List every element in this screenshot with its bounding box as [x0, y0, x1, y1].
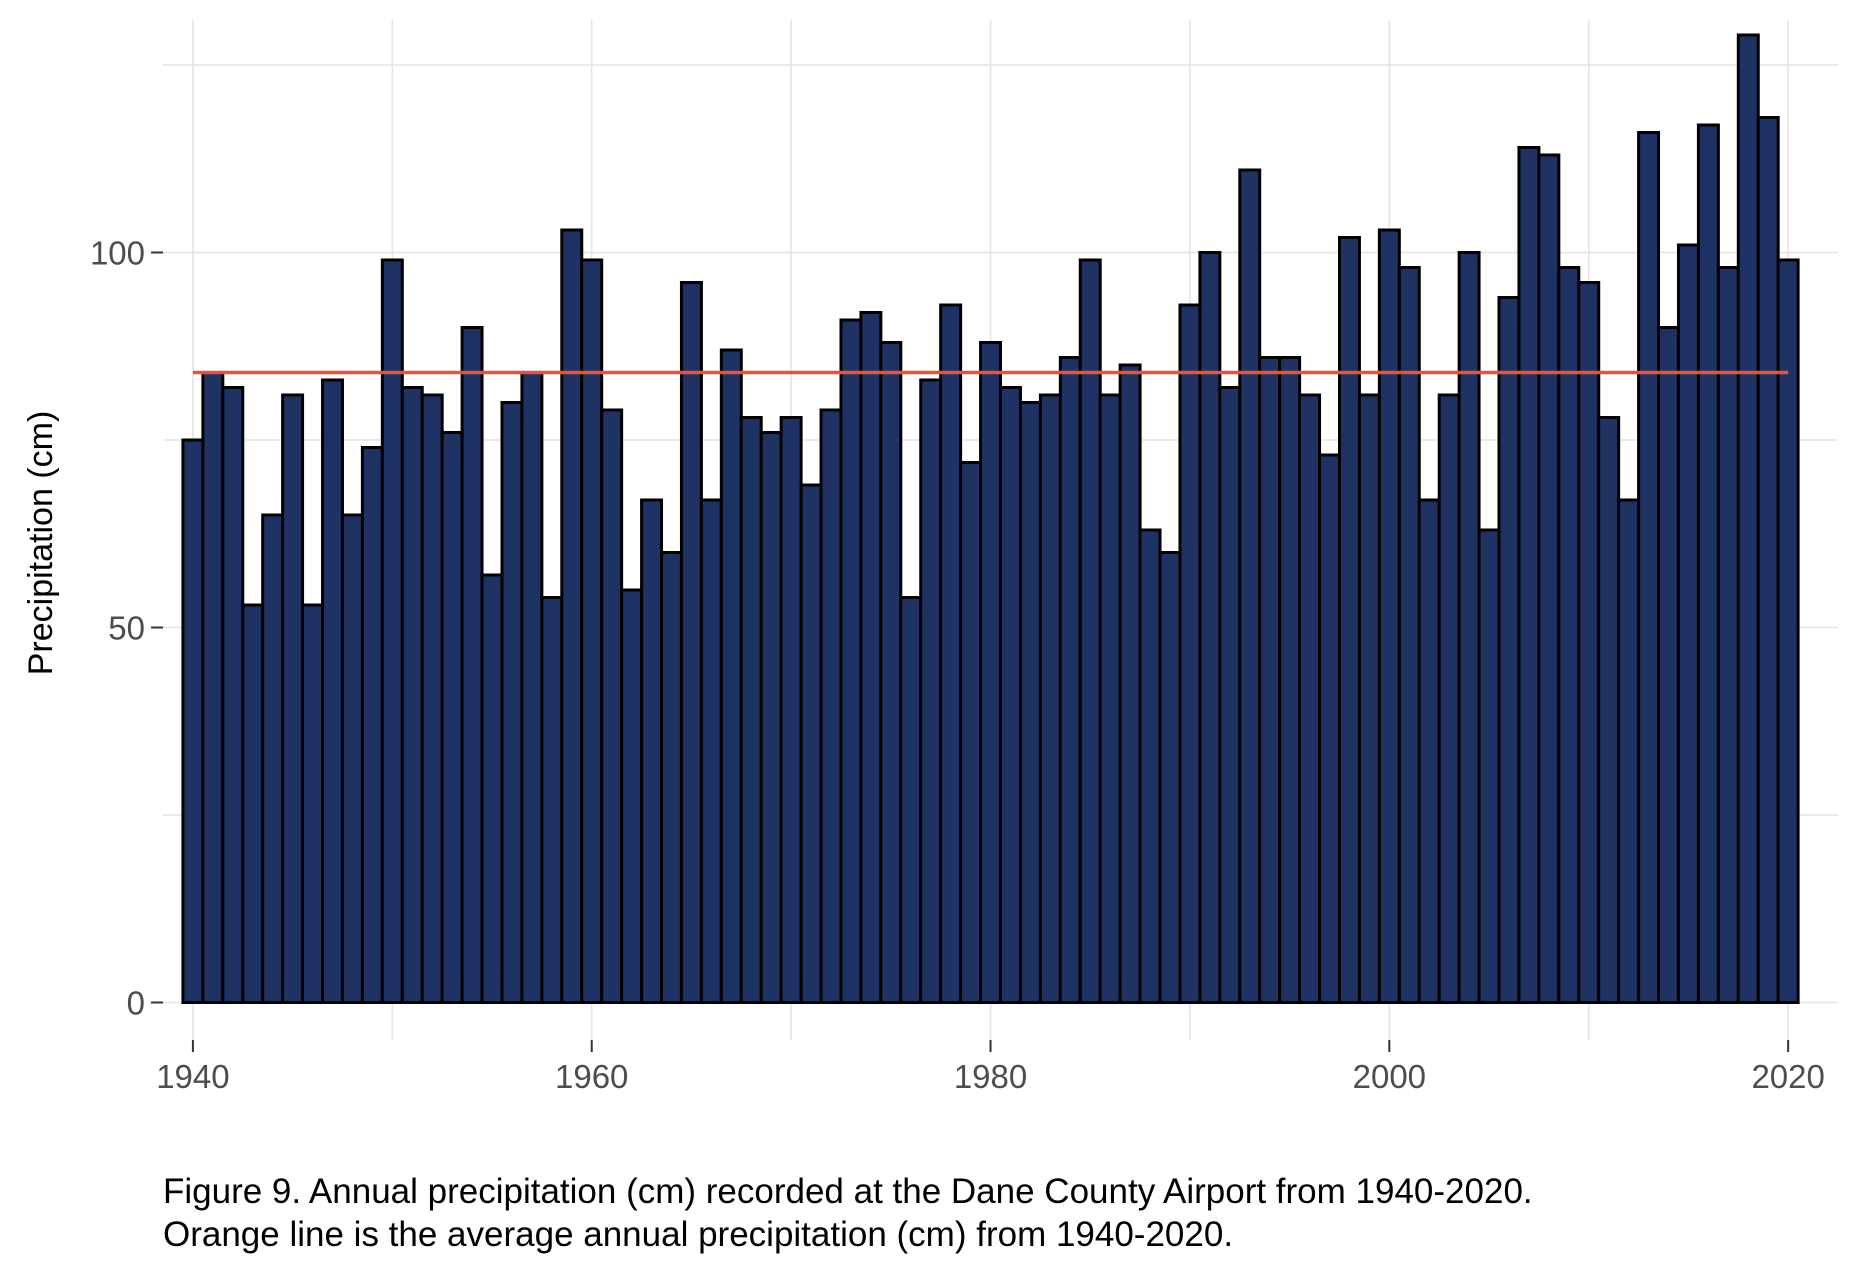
bar-1983 — [1038, 393, 1062, 1004]
y-tick-label: 50 — [108, 610, 145, 647]
bar-2001 — [1397, 266, 1421, 1004]
precipitation-bar-chart: 0 50 100 1940 1960 1980 2000 2020 Precipitation… — [22, 20, 1838, 1096]
bar-2011 — [1597, 416, 1621, 1004]
bar-1959 — [560, 228, 584, 1004]
bar-1988 — [1138, 528, 1162, 1004]
x-tick-label: 1960 — [555, 1058, 628, 1095]
bar-2018 — [1736, 33, 1760, 1004]
bar-2016 — [1696, 123, 1720, 1004]
bar-1995 — [1278, 356, 1302, 1004]
bar-2012 — [1617, 498, 1641, 1004]
bar-1965 — [679, 281, 703, 1004]
bar-1946 — [301, 603, 325, 1004]
axes: 0 50 100 1940 1960 1980 2000 2020 — [90, 235, 1825, 1096]
bar-1999 — [1357, 393, 1381, 1004]
bar-2003 — [1437, 393, 1461, 1004]
figure-caption: Figure 9. Annual precipitation (cm) reco… — [163, 1170, 1533, 1256]
bar-1957 — [520, 371, 544, 1004]
bar-1971 — [799, 483, 823, 1004]
bar-1982 — [1018, 401, 1042, 1004]
bar-1958 — [540, 596, 564, 1004]
bar-2002 — [1417, 498, 1441, 1004]
bar-1961 — [600, 408, 624, 1004]
bar-1945 — [281, 393, 305, 1004]
bar-2000 — [1377, 228, 1401, 1004]
bar-1944 — [261, 513, 285, 1004]
bar-1976 — [899, 596, 923, 1004]
bar-1947 — [321, 378, 344, 1004]
bar-1949 — [360, 446, 384, 1004]
bar-1977 — [919, 378, 943, 1004]
bar-1972 — [819, 408, 843, 1004]
bar-1942 — [221, 386, 245, 1004]
bar-1980 — [979, 341, 1002, 1004]
y-tick-label: 100 — [90, 235, 145, 272]
bar-2013 — [1637, 131, 1661, 1004]
bar-1948 — [340, 513, 364, 1004]
bar-1953 — [440, 431, 464, 1004]
bar-1954 — [460, 326, 484, 1004]
bar-1996 — [1298, 393, 1322, 1004]
bar-2004 — [1457, 251, 1481, 1004]
bar-1974 — [859, 311, 883, 1004]
bar-1964 — [660, 551, 683, 1004]
caption-line-1: Figure 9. Annual precipitation (cm) reco… — [163, 1172, 1533, 1211]
bar-2010 — [1577, 281, 1601, 1004]
bar-2005 — [1477, 528, 1501, 1004]
bar-2015 — [1676, 243, 1700, 1004]
bar-1966 — [699, 498, 723, 1004]
bar-2017 — [1716, 266, 1740, 1004]
bar-1991 — [1198, 251, 1222, 1004]
y-tick-label: 0 — [127, 985, 145, 1022]
bar-2020 — [1776, 258, 1800, 1004]
caption-line-2: Orange line is the average annual precip… — [163, 1215, 1234, 1254]
bar-1984 — [1058, 356, 1082, 1004]
bar-2007 — [1517, 146, 1541, 1004]
bar-1978 — [939, 303, 963, 1004]
bar-1986 — [1098, 393, 1122, 1004]
bar-1962 — [620, 588, 644, 1004]
bar-2006 — [1497, 296, 1521, 1004]
bar-1963 — [640, 498, 664, 1004]
bar-1952 — [420, 393, 444, 1004]
bar-1979 — [959, 461, 983, 1004]
bar-1975 — [879, 341, 903, 1004]
bar-1969 — [759, 431, 783, 1004]
bar-2019 — [1756, 116, 1780, 1004]
x-tick-label: 2020 — [1751, 1058, 1824, 1095]
bar-1967 — [719, 348, 743, 1004]
bar-1955 — [480, 573, 504, 1004]
bar-2008 — [1537, 153, 1561, 1004]
bar-1990 — [1178, 303, 1202, 1004]
bar-1940 — [181, 438, 205, 1004]
bars — [181, 33, 1800, 1004]
bar-1987 — [1118, 363, 1142, 1004]
bar-1992 — [1218, 386, 1242, 1004]
bar-1994 — [1258, 356, 1282, 1004]
bar-1943 — [241, 603, 265, 1004]
bar-1941 — [201, 371, 225, 1004]
bar-1973 — [839, 318, 863, 1004]
x-tick-label: 1980 — [954, 1058, 1027, 1095]
bar-1956 — [500, 401, 524, 1004]
y-axis-title: Precipitation (cm) — [22, 411, 60, 676]
bar-1968 — [739, 416, 763, 1004]
bar-1981 — [999, 386, 1022, 1004]
bar-2009 — [1557, 266, 1581, 1004]
bar-2014 — [1657, 326, 1680, 1004]
bar-1993 — [1238, 168, 1262, 1004]
x-tick-label: 2000 — [1353, 1058, 1426, 1095]
bar-1989 — [1158, 551, 1182, 1004]
bar-1970 — [779, 416, 803, 1004]
bar-1997 — [1318, 453, 1341, 1004]
bar-1998 — [1337, 236, 1361, 1004]
x-tick-label: 1940 — [156, 1058, 229, 1095]
bar-1951 — [400, 386, 424, 1004]
